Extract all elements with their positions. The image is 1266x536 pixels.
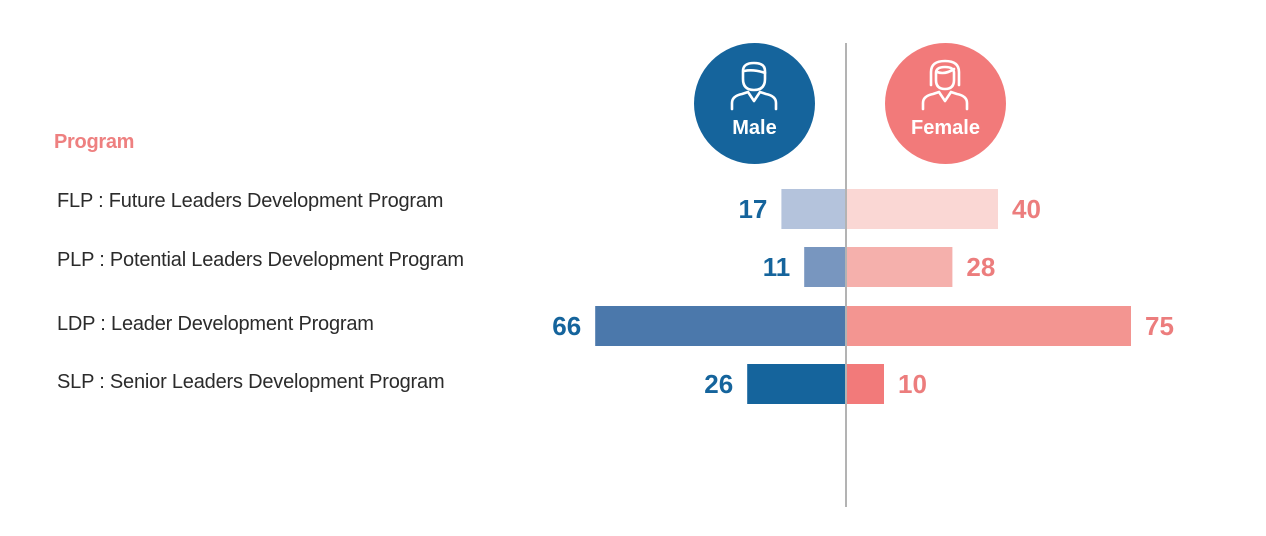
category-label-flp: FLP : Future Leaders Development Program <box>57 190 444 212</box>
bar-female-plp <box>846 247 953 287</box>
male-legend-label: Male <box>732 117 777 139</box>
category-label-ldp: LDP : Leader Development Program <box>57 313 374 335</box>
category-label-plp: PLP : Potential Leaders Development Prog… <box>57 249 464 271</box>
female-user-icon <box>921 59 969 111</box>
value-label-female-slp: 10 <box>898 369 927 399</box>
category-label-slp: SLP : Senior Leaders Development Program <box>57 371 445 393</box>
value-label-male-ldp: 66 <box>552 311 581 341</box>
value-label-female-flp: 40 <box>1012 194 1041 224</box>
bar-female-slp <box>846 364 884 404</box>
value-label-female-plp: 28 <box>966 252 995 282</box>
bar-female-flp <box>846 189 998 229</box>
value-label-male-plp: 11 <box>763 252 791 282</box>
value-label-male-slp: 26 <box>704 369 733 399</box>
bar-male-flp <box>781 189 846 229</box>
value-label-female-ldp: 75 <box>1145 311 1174 341</box>
value-label-male-flp: 17 <box>738 194 767 224</box>
male-legend-badge: Male <box>694 43 815 164</box>
male-user-icon <box>730 61 778 111</box>
bar-male-ldp <box>595 306 846 346</box>
female-legend-label: Female <box>911 117 980 139</box>
bar-female-ldp <box>846 306 1131 346</box>
female-legend-badge: Female <box>885 43 1006 164</box>
program-header: Program <box>54 131 135 153</box>
bar-male-slp <box>747 364 846 404</box>
bar-male-plp <box>804 247 846 287</box>
